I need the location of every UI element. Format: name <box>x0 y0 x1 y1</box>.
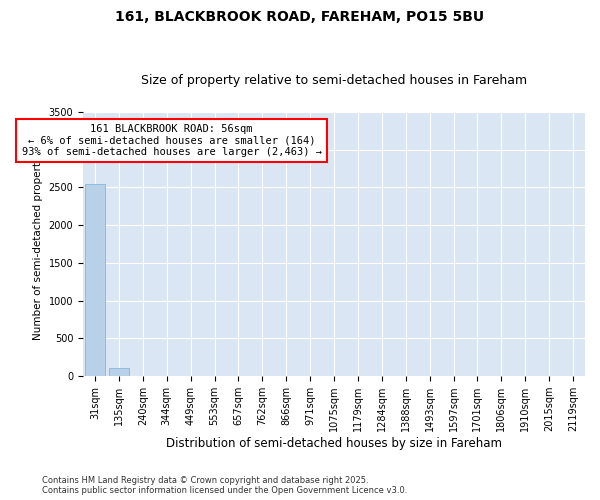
X-axis label: Distribution of semi-detached houses by size in Fareham: Distribution of semi-detached houses by … <box>166 437 502 450</box>
Text: 161, BLACKBROOK ROAD, FAREHAM, PO15 5BU: 161, BLACKBROOK ROAD, FAREHAM, PO15 5BU <box>115 10 485 24</box>
Bar <box>85 184 105 376</box>
Text: 161 BLACKBROOK ROAD: 56sqm
← 6% of semi-detached houses are smaller (164)
93% of: 161 BLACKBROOK ROAD: 56sqm ← 6% of semi-… <box>22 124 322 157</box>
Text: Contains HM Land Registry data © Crown copyright and database right 2025.
Contai: Contains HM Land Registry data © Crown c… <box>42 476 407 495</box>
Bar <box>109 368 129 376</box>
Y-axis label: Number of semi-detached properties: Number of semi-detached properties <box>33 148 43 340</box>
Title: Size of property relative to semi-detached houses in Fareham: Size of property relative to semi-detach… <box>141 74 527 87</box>
